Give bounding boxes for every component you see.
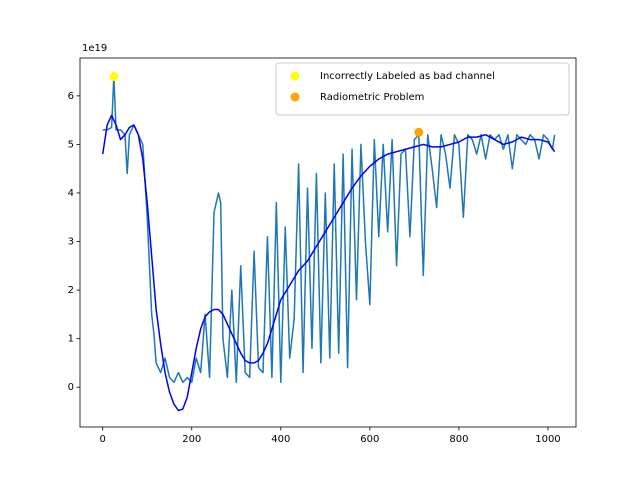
- x-tick-label: 800: [449, 434, 468, 445]
- y-offset-label: 1e19: [82, 43, 107, 54]
- legend-marker: [290, 92, 300, 102]
- legend-label: Radiometric Problem: [320, 92, 424, 103]
- x-tick-label: 600: [360, 434, 379, 445]
- axes-frame: [79, 57, 577, 428]
- legend: Incorrectly Labeled as bad channel Radiom…: [275, 62, 570, 116]
- x-tick-label: 1000: [535, 434, 560, 445]
- y-tick-label: 5: [68, 139, 74, 150]
- x-tick-label: 200: [182, 434, 201, 445]
- data-line: [101, 114, 556, 412]
- data-line: [102, 75, 556, 384]
- y-tick-label: 4: [68, 188, 74, 199]
- y-tick-label: 1: [68, 334, 74, 345]
- y-tick-label: 6: [68, 91, 74, 102]
- scatter-point: [109, 71, 119, 81]
- x-tick-label: 400: [271, 434, 290, 445]
- y-tick-label: 3: [68, 237, 74, 248]
- legend-box: [275, 62, 570, 116]
- scatter-point: [414, 127, 424, 137]
- legend-marker: [290, 71, 300, 81]
- legend-label: Incorrectly Labeled as bad channel: [320, 71, 495, 82]
- x-tick-label: 0: [100, 434, 106, 445]
- y-tick-label: 2: [68, 285, 74, 296]
- y-tick-label: 0: [68, 382, 74, 393]
